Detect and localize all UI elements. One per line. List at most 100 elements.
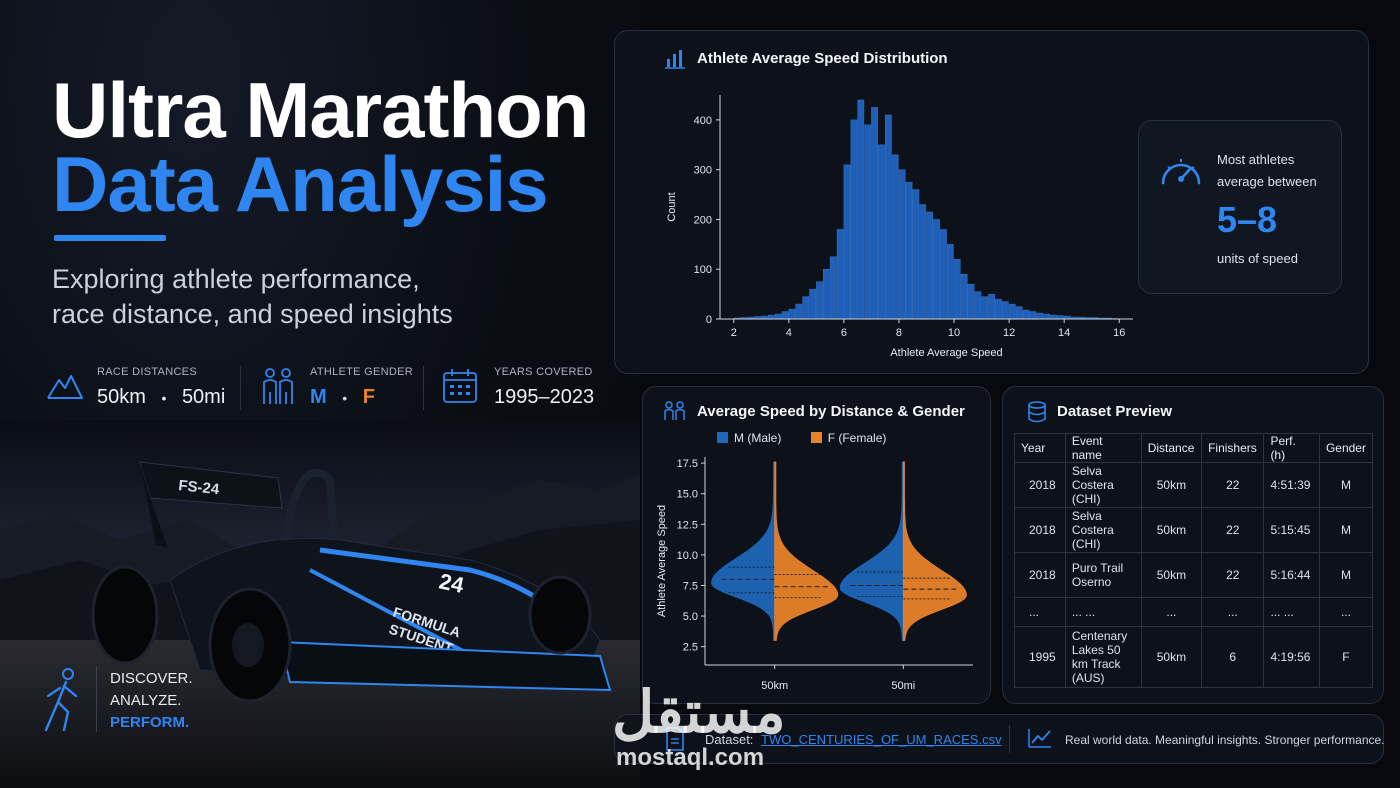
histogram-bar — [933, 219, 940, 320]
table-header-cell: Gender — [1318, 433, 1374, 463]
violin-half-right — [774, 461, 839, 641]
x-axis-label: Athlete Average Speed — [890, 347, 1002, 359]
dataset-source: Dataset: TWO_CENTURIES_OF_UM_RACES.csv — [705, 732, 1002, 747]
y-axis-label: Athlete Average Speed — [656, 505, 668, 617]
x-tick-label: 50km — [761, 680, 788, 692]
table-cell: Selva Costera (CHI) — [1064, 462, 1142, 508]
table-row: 1995 Centenary Lakes 50 km Track (AUS) 50k… — [1014, 626, 1374, 688]
histogram-bar — [898, 169, 906, 320]
gender-male: M — [310, 386, 327, 408]
violin-chart: 2.5 5.0 7.5 10.0 12.5 15.0 17.5 Athlete Average… — [656, 457, 973, 692]
table-cell: 2018 — [1014, 462, 1066, 508]
calendar-icon — [443, 369, 477, 403]
stat-divider — [423, 366, 424, 410]
file-icon — [666, 727, 684, 751]
x-tick-label: 16 — [1113, 327, 1125, 339]
table-cell: ... ... — [1064, 597, 1142, 627]
y-axis-label: Count — [666, 192, 678, 221]
hero-subtitle-line1: Exploring athlete performance, — [52, 264, 420, 294]
histogram-bar — [1015, 306, 1023, 320]
footer-slogan: Real world data. Meaningful insights. St… — [1065, 733, 1385, 747]
x-tick-label: 8 — [896, 327, 902, 339]
histogram-bar — [795, 303, 803, 320]
dataset-file-link[interactable]: TWO_CENTURIES_OF_UM_RACES.csv — [761, 732, 1002, 747]
y-tick-label: 12.5 — [677, 519, 698, 531]
table-header-cell: Distance — [1140, 433, 1203, 463]
title-underline — [54, 235, 166, 241]
legend-female-swatch — [810, 432, 822, 443]
histogram-bar — [802, 296, 810, 320]
histogram-bar — [995, 298, 1002, 320]
histogram-bar — [919, 204, 927, 320]
stat-label: RACE DISTANCES — [97, 366, 197, 378]
histogram-bar — [864, 124, 872, 320]
histogram-bar — [974, 291, 982, 320]
stat-value: 50km • 50mi — [97, 386, 225, 409]
hero-subtitle-line2: race distance, and speed insights — [52, 299, 453, 329]
stat-separator: • — [342, 390, 348, 406]
violin-half-right — [902, 461, 967, 641]
legend-female-label: F (Female) — [827, 431, 887, 445]
histogram-bar — [1036, 312, 1044, 320]
stat-separator: • — [161, 390, 167, 406]
table-cell: F — [1318, 626, 1374, 688]
histogram-bar — [878, 144, 885, 320]
y-tick-label: 7.5 — [683, 580, 698, 592]
table-cell: 2018 — [1014, 552, 1066, 598]
histogram-bar — [946, 244, 954, 320]
histogram-chart: 0 100 200 300 400 2 4 6 8 10 12 14 16 Athlete Average… — [666, 95, 1133, 359]
y-tick-label: 0 — [706, 314, 712, 326]
y-tick-label: 2.5 — [683, 642, 698, 654]
table-cell: M — [1318, 552, 1374, 598]
stat-divider — [240, 366, 241, 410]
table-cell: 6 — [1201, 626, 1265, 688]
trend-up-icon — [1028, 729, 1051, 748]
table-cell: 4:51:39 — [1263, 462, 1320, 508]
insight-range: 5–8 — [1217, 199, 1278, 240]
stat-value: M • F — [310, 386, 375, 409]
car-wing-text: FS-24 — [178, 477, 221, 498]
table-cell: ... — [1140, 597, 1203, 627]
table-cell: ... — [1201, 597, 1265, 627]
histogram-bar — [1057, 315, 1064, 320]
table-cell: 50km — [1140, 552, 1203, 598]
histogram-bar — [1043, 313, 1050, 320]
insight-line1: Most athletes — [1217, 152, 1295, 167]
table-header-cell: Finishers — [1201, 433, 1265, 463]
table-header-cell: Perf. (h) — [1263, 433, 1320, 463]
x-tick-label: 14 — [1058, 327, 1070, 339]
histogram-panel: Athlete Average Speed Distribution 0 100 2… — [614, 30, 1369, 374]
y-tick-label: 15.0 — [677, 489, 698, 501]
y-tick-label: 300 — [694, 165, 712, 177]
histogram-bar — [774, 313, 782, 320]
stat-label: ATHLETE GENDER — [310, 366, 414, 378]
car-number: 24 — [437, 568, 467, 598]
histogram-bar — [767, 314, 775, 320]
x-tick-label: 2 — [731, 327, 737, 339]
database-icon — [1028, 401, 1046, 423]
mountain-icon — [47, 374, 83, 399]
stat-value-b: 50mi — [181, 386, 226, 408]
insight-line2: average between — [1217, 174, 1317, 189]
histogram-bar — [953, 259, 961, 320]
people-icon — [664, 401, 685, 420]
footer-divider — [1009, 725, 1010, 753]
x-tick-label: 50mi — [891, 680, 915, 692]
table-row: 2018 Selva Costera (CHI) 50km 22 4:51:39 M — [1014, 462, 1374, 508]
table-cell: 22 — [1201, 552, 1265, 598]
legend-male-label: M (Male) — [734, 431, 782, 445]
y-tick-label: 10.0 — [677, 550, 698, 562]
histogram-bar — [829, 256, 837, 320]
histogram-bar — [1050, 314, 1057, 320]
histogram-bar — [850, 119, 858, 320]
histogram-bar — [988, 293, 995, 320]
hero-subtitle: Exploring athlete performance, race dist… — [52, 262, 572, 332]
table-cell: 1995 — [1014, 626, 1066, 688]
histogram-bar — [891, 154, 899, 320]
race-car-scene: FS-24 24 FORMULA STUDENT — [0, 420, 640, 788]
histogram-bar — [788, 308, 796, 320]
dataset-panel: Dataset Preview Year Event name Distance Fi… — [1002, 386, 1384, 704]
violin-half-left — [711, 461, 776, 641]
x-tick-label: 6 — [841, 327, 847, 339]
histogram-bar — [912, 189, 920, 320]
